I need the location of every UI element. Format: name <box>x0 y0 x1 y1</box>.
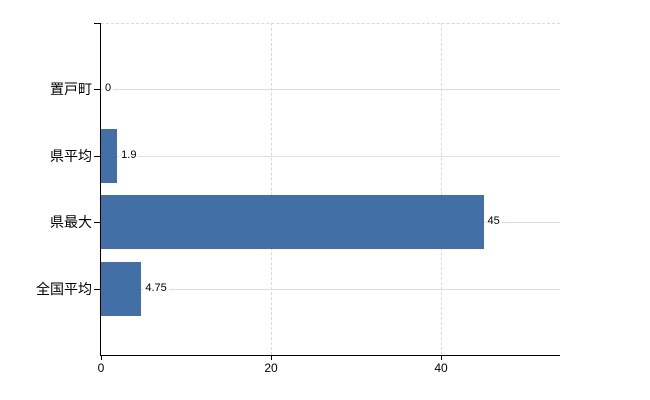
x-tick-label: 20 <box>264 361 278 375</box>
chart-bar <box>101 128 118 183</box>
x-axis-tick <box>271 355 272 360</box>
chart-bar <box>101 261 142 316</box>
x-axis-tick <box>101 355 102 360</box>
y-axis-top-tick <box>94 23 100 24</box>
x-tick-label: 0 <box>97 361 105 375</box>
category-label: 置戸町 <box>50 81 92 98</box>
y-gridline <box>101 89 560 91</box>
x-gridline <box>441 23 442 355</box>
y-gridline <box>101 288 560 290</box>
y-axis-tick <box>94 288 100 290</box>
value-label: 4.75 <box>143 281 169 295</box>
category-label: 全国平均 <box>36 280 92 297</box>
value-label: 0 <box>103 82 114 96</box>
x-axis-line <box>100 355 560 356</box>
category-label: 県最大 <box>50 214 92 231</box>
y-axis-line <box>100 23 101 356</box>
x-gridline <box>271 23 272 355</box>
plot-top-border <box>101 23 560 24</box>
chart-bar <box>101 195 484 250</box>
y-axis-tick <box>94 89 100 91</box>
value-label: 1.9 <box>119 148 139 162</box>
y-gridline <box>101 155 560 157</box>
x-axis-tick <box>441 355 442 360</box>
category-label: 県平均 <box>50 147 92 164</box>
y-axis-tick <box>94 155 100 157</box>
y-axis-tick <box>94 222 100 224</box>
x-tick-label: 40 <box>434 361 448 375</box>
value-label: 45 <box>485 215 502 229</box>
